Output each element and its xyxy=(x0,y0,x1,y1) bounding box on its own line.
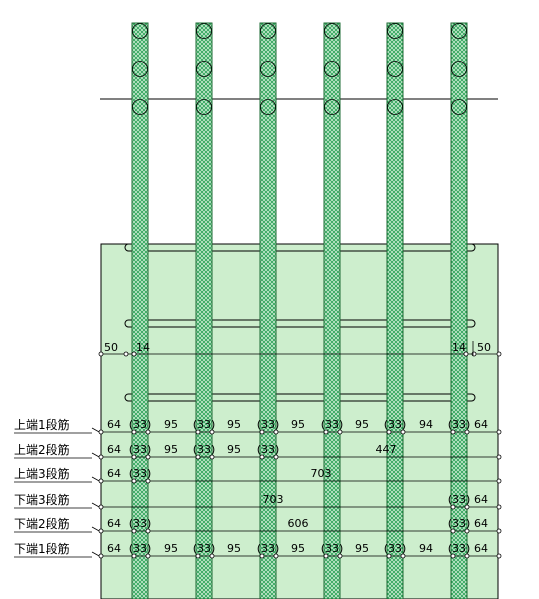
row-label: 下端3段筋 xyxy=(14,492,70,507)
bar-section-circle xyxy=(451,99,467,115)
vertical-bars xyxy=(131,22,468,599)
row-label: 下端1段筋 xyxy=(14,541,70,556)
dimension-row: 上端2段筋 64 (33) 95 (33) 95 (33) 447 xyxy=(14,442,502,460)
dimension-value: (33) xyxy=(129,467,152,480)
row-label: 下端2段筋 xyxy=(14,516,70,531)
dimension-value: 64 xyxy=(474,517,488,530)
dimension-value: (33) xyxy=(321,418,344,431)
dimension-row: 上端1段筋 64 (33) 95 (33) 95 (33) 95 (33) 95 (33) 94 (33… xyxy=(14,417,502,435)
dimension-value: 64 xyxy=(107,517,121,530)
dimension-value: 703 xyxy=(263,493,284,506)
dimension-value: (33) xyxy=(321,542,344,555)
vertical-bar xyxy=(195,22,213,599)
bar-section-circle xyxy=(260,61,276,77)
dim-right-cover: 50 xyxy=(477,341,491,354)
dimension-value: (33) xyxy=(448,493,471,506)
dimension-value: (33) xyxy=(257,542,280,555)
bar-section-circle xyxy=(196,61,212,77)
vertical-bar xyxy=(259,22,277,599)
dimension-value: 95 xyxy=(227,542,241,555)
bar-section-circle xyxy=(324,23,340,39)
dimension-value: 94 xyxy=(419,542,433,555)
horizontal-bar xyxy=(124,243,476,252)
bar-section-circle xyxy=(132,61,148,77)
dimension-value: 64 xyxy=(474,542,488,555)
bar-section-circle xyxy=(132,23,148,39)
dimension-value: (33) xyxy=(257,443,280,456)
dimension-row: 上端3段筋 64 (33) 703 xyxy=(14,466,502,484)
dimension-value: 64 xyxy=(107,418,121,431)
bar-section-circle xyxy=(196,99,212,115)
dimension-value: 95 xyxy=(291,542,305,555)
dimension-value: (33) xyxy=(448,418,471,431)
dimension-value: 95 xyxy=(291,418,305,431)
dimension-rows: 上端1段筋 64 (33) 95 (33) 95 (33) 95 (33) 95 (33) 94 (33… xyxy=(14,417,502,559)
dimension-value: (33) xyxy=(193,542,216,555)
dimension-value: 95 xyxy=(355,542,369,555)
dimension-value: 64 xyxy=(107,467,121,480)
dim-right-inner: 14 xyxy=(452,341,466,354)
dimension-value: 95 xyxy=(355,418,369,431)
horizontal-bar xyxy=(124,319,476,328)
dimension-value: 64 xyxy=(107,542,121,555)
dimension-value: 703 xyxy=(311,467,332,480)
dimension-value: (33) xyxy=(129,542,152,555)
row-label: 上端1段筋 xyxy=(14,417,70,432)
dimension-value: 606 xyxy=(288,517,309,530)
horizontal-bars xyxy=(124,243,476,402)
dimension-value: 64 xyxy=(474,418,488,431)
bar-section-circle xyxy=(132,99,148,115)
bar-section-circle xyxy=(196,23,212,39)
dimension-value: 95 xyxy=(227,418,241,431)
vertical-bar xyxy=(131,22,149,599)
dimension-value: 94 xyxy=(419,418,433,431)
dimension-row: 下端3段筋 703 (33) 64 xyxy=(14,492,502,510)
vertical-bar xyxy=(323,22,341,599)
dimension-value: (33) xyxy=(384,542,407,555)
dimension-row: 下端2段筋 64 (33) 606 (33) 64 xyxy=(14,516,502,534)
dimension-value: (33) xyxy=(193,443,216,456)
dimension-value: 447 xyxy=(376,443,397,456)
vertical-bar xyxy=(386,22,404,599)
dimension-value: 95 xyxy=(164,443,178,456)
dim-left-cover: 50 xyxy=(104,341,118,354)
bar-section-circle xyxy=(451,23,467,39)
dimension-value: 95 xyxy=(164,542,178,555)
vertical-bar xyxy=(450,22,468,599)
bar-section-circle xyxy=(260,99,276,115)
dimension-value: 95 xyxy=(164,418,178,431)
slab-section xyxy=(100,243,499,599)
row-label: 上端2段筋 xyxy=(14,442,70,457)
dimension-row: 下端1段筋 64 (33) 95 (33) 95 (33) 95 (33) 95 (33) 94 (33… xyxy=(14,541,502,559)
dimension-value: (33) xyxy=(448,517,471,530)
row-label: 上端3段筋 xyxy=(14,466,70,481)
dimension-value: (33) xyxy=(448,542,471,555)
bar-section-circle xyxy=(260,23,276,39)
horizontal-bar xyxy=(124,393,476,402)
bar-section-circle xyxy=(324,61,340,77)
dimension-value: (33) xyxy=(193,418,216,431)
dimension-value: (33) xyxy=(129,517,152,530)
bar-section-circle xyxy=(387,99,403,115)
dimension-value: 95 xyxy=(227,443,241,456)
dim-left-inner: 14 xyxy=(136,341,150,354)
side-dimension: 50 14 14 50 xyxy=(98,341,502,357)
dimension-value: (33) xyxy=(384,418,407,431)
dimension-value: 64 xyxy=(474,493,488,506)
bar-section-circle xyxy=(387,23,403,39)
dimension-value: (33) xyxy=(129,443,152,456)
bar-section-circle xyxy=(387,61,403,77)
dimension-value: (33) xyxy=(129,418,152,431)
dimension-value: 64 xyxy=(107,443,121,456)
dimension-value: (33) xyxy=(257,418,280,431)
bar-section-circle xyxy=(451,61,467,77)
bar-section-circle xyxy=(324,99,340,115)
